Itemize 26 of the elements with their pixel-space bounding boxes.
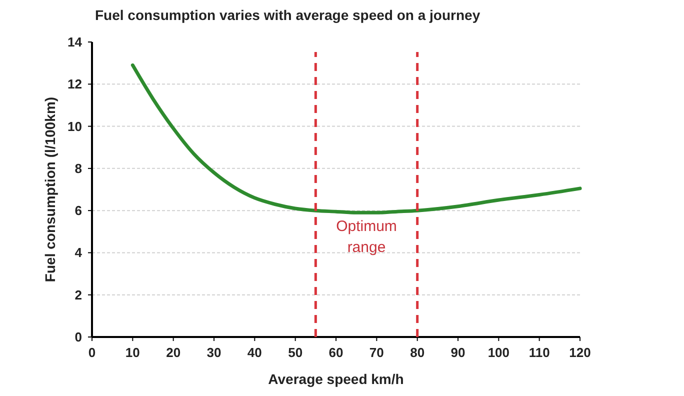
x-tick-label: 10 [125, 345, 140, 360]
line-series [130, 63, 582, 214]
y-tick-label: 10 [68, 118, 82, 134]
y-axis-title: Fuel consumption (l/100km) [42, 96, 58, 282]
x-tick-label: 70 [369, 345, 384, 360]
y-tick-label: 14 [68, 34, 83, 50]
x-tick-label: 40 [247, 345, 262, 360]
x-tick-label: 20 [166, 345, 181, 360]
x-tick-label: 100 [488, 345, 510, 360]
annotation: Optimum range [336, 218, 397, 256]
x-tick-label: 110 [528, 345, 550, 360]
x-tick-label: 60 [328, 345, 344, 360]
y-tick-label: 4 [74, 245, 83, 260]
y-tick-label: 12 [68, 76, 82, 92]
x-axis-title: Average speed km/h [268, 371, 404, 387]
chart-title: Fuel consumption varies with average speed on a journey [95, 7, 480, 23]
x-tick-label: 50 [288, 345, 303, 360]
x-tick-label: 90 [450, 345, 466, 360]
y-tick-label: 6 [74, 203, 82, 218]
x-tick-label: 0 [88, 345, 96, 360]
x-tick-label: 120 [569, 345, 591, 360]
x-tick-label: 30 [206, 345, 222, 360]
y-tick-label: 2 [74, 287, 82, 302]
y-tick-label: 8 [74, 160, 82, 176]
y-tick-label: 0 [74, 330, 82, 344]
x-tick-label: 80 [410, 345, 425, 360]
